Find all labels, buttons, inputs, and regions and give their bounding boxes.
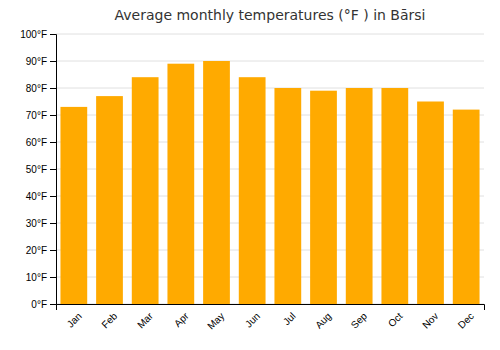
y-tick-mark <box>50 34 56 35</box>
bar <box>132 77 159 304</box>
y-axis-line <box>50 35 57 305</box>
y-tick-mark <box>50 223 56 224</box>
grid-line <box>56 61 484 62</box>
x-tick-label: Dec <box>456 310 476 330</box>
y-tick-mark <box>50 142 56 143</box>
x-tick: Mar <box>135 310 155 330</box>
x-tick: Apr <box>172 310 191 329</box>
grid <box>56 34 484 304</box>
bar <box>346 88 373 304</box>
y-tick-mark <box>50 196 56 197</box>
y-tick: 20°F <box>26 245 56 256</box>
y-tick: 0°F <box>31 299 56 310</box>
x-axis: Jan Feb Mar Apr May Jun Jul Aug Sep Oct Nov Dec <box>57 305 485 332</box>
bar <box>453 110 480 304</box>
y-tick-label: 80°F <box>26 83 47 94</box>
plot: 0°F 10°F 20°F 30°F 40°F 50°F 60°F 70°F 80°F 90°F 1… <box>20 29 484 332</box>
y-tick-label: 10°F <box>26 272 47 283</box>
grid-line <box>56 34 484 35</box>
y-tick-label: 30°F <box>26 218 47 229</box>
x-tick-label: Jun <box>243 310 262 329</box>
x-tick-label: Jan <box>65 310 84 329</box>
bar <box>60 107 87 304</box>
x-tick: Aug <box>313 310 333 330</box>
y-tick-label: 50°F <box>26 164 47 175</box>
y-tick-label: 90°F <box>26 56 47 67</box>
x-tick: Sep <box>349 310 370 331</box>
x-tick-label: Feb <box>99 310 119 330</box>
x-tick: Nov <box>420 310 440 330</box>
bar <box>96 96 123 304</box>
bar <box>274 88 301 304</box>
x-tick: Feb <box>99 310 119 330</box>
bar <box>167 64 194 304</box>
chart: 0°F 10°F 20°F 30°F 40°F 50°F 60°F 70°F 80°F 90°F 1… <box>0 0 500 350</box>
y-tick-mark <box>50 169 56 170</box>
x-tick-label: Oct <box>386 310 405 329</box>
y-tick-mark <box>50 250 56 251</box>
x-tick: Jun <box>243 310 262 329</box>
x-tick-label: May <box>205 310 226 331</box>
bar <box>381 88 408 304</box>
x-tick: Dec <box>456 310 476 330</box>
y-tick: 90°F <box>26 56 56 67</box>
y-tick: 50°F <box>26 164 56 175</box>
x-tick-label: Apr <box>172 310 191 329</box>
bar <box>417 102 444 305</box>
y-tick: 30°F <box>26 218 56 229</box>
y-tick: 100°F <box>20 29 56 40</box>
y-tick-mark <box>50 115 56 116</box>
y-tick: 60°F <box>26 137 56 148</box>
y-tick-label: 100°F <box>20 29 47 40</box>
x-tick-label: Sep <box>349 310 370 331</box>
bar <box>239 77 266 304</box>
y-tick-mark <box>50 88 56 89</box>
x-tick: Oct <box>386 310 405 329</box>
y-tick-label: 60°F <box>26 137 47 148</box>
bar <box>310 91 337 304</box>
x-tick: Jul <box>281 310 298 327</box>
x-tick-label: Aug <box>313 310 333 330</box>
y-tick-label: 20°F <box>26 245 47 256</box>
y-tick: 70°F <box>26 110 56 121</box>
bar <box>203 61 230 304</box>
y-tick-label: 70°F <box>26 110 47 121</box>
y-tick-mark <box>50 304 56 305</box>
y-tick: 40°F <box>26 191 56 202</box>
grid-line <box>56 88 484 89</box>
title: Average monthly temperatures (°F ) in Bā… <box>115 7 426 23</box>
y-tick-mark <box>50 277 56 278</box>
y-tick-label: 0°F <box>31 299 47 310</box>
y-tick-label: 40°F <box>26 191 47 202</box>
y-tick: 10°F <box>26 272 56 283</box>
y-axis: 0°F 10°F 20°F 30°F 40°F 50°F 60°F 70°F 80°F 90°F 1… <box>20 29 56 310</box>
bars <box>60 61 479 304</box>
x-axis-line <box>57 305 485 311</box>
x-tick-label: Nov <box>420 310 440 330</box>
x-tick-label: Mar <box>135 310 155 330</box>
y-tick-mark <box>50 61 56 62</box>
y-tick: 80°F <box>26 83 56 94</box>
x-tick: Jan <box>65 310 84 329</box>
x-tick: May <box>205 310 226 331</box>
x-tick-label: Jul <box>281 310 298 327</box>
